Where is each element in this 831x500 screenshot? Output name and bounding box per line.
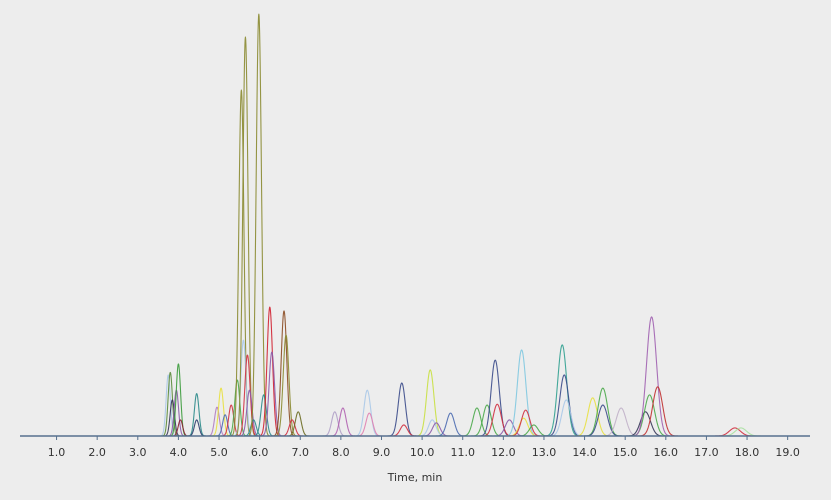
peak bbox=[573, 397, 612, 437]
x-tick-label: 13.0 bbox=[532, 446, 557, 459]
peak bbox=[546, 374, 583, 437]
peak bbox=[210, 387, 232, 437]
x-tick-label: 12.0 bbox=[491, 446, 516, 459]
peak bbox=[230, 89, 252, 437]
x-tick-label: 8.0 bbox=[332, 446, 350, 459]
x-tick-label: 15.0 bbox=[613, 446, 638, 459]
x-tick-label: 14.0 bbox=[572, 446, 597, 459]
peak bbox=[258, 306, 282, 437]
peak bbox=[583, 404, 622, 437]
peak bbox=[329, 407, 356, 437]
x-tick-label: 6.0 bbox=[251, 446, 269, 459]
x-tick-label: 4.0 bbox=[170, 446, 188, 459]
peak bbox=[159, 374, 178, 437]
peak bbox=[252, 394, 275, 437]
peak bbox=[236, 354, 259, 437]
peak bbox=[504, 349, 539, 437]
peak bbox=[220, 404, 242, 437]
x-tick-label: 9.0 bbox=[373, 446, 391, 459]
peak bbox=[274, 334, 298, 437]
peak bbox=[169, 363, 188, 437]
peak bbox=[226, 379, 248, 437]
x-tick-label: 7.0 bbox=[292, 446, 310, 459]
x-tick-label: 1.0 bbox=[48, 446, 66, 459]
peak bbox=[353, 389, 381, 437]
x-tick-label: 2.0 bbox=[88, 446, 106, 459]
x-axis-title: Time, min bbox=[387, 471, 443, 484]
x-tick-label: 10.0 bbox=[410, 446, 435, 459]
peak bbox=[187, 393, 207, 437]
x-tick-label: 17.0 bbox=[694, 446, 719, 459]
peak bbox=[260, 351, 284, 437]
x-tick-label: 18.0 bbox=[735, 446, 760, 459]
x-tick-label: 5.0 bbox=[210, 446, 228, 459]
peak bbox=[460, 407, 494, 437]
peak bbox=[631, 316, 672, 437]
x-tick-label: 3.0 bbox=[129, 446, 147, 459]
peak bbox=[637, 386, 679, 437]
peak bbox=[548, 399, 585, 437]
peak bbox=[272, 310, 296, 437]
x-tick-label: 11.0 bbox=[450, 446, 475, 459]
x-tick-label: 16.0 bbox=[654, 446, 679, 459]
peak bbox=[544, 344, 581, 437]
peak bbox=[163, 399, 182, 437]
x-tick-label: 19.0 bbox=[775, 446, 800, 459]
